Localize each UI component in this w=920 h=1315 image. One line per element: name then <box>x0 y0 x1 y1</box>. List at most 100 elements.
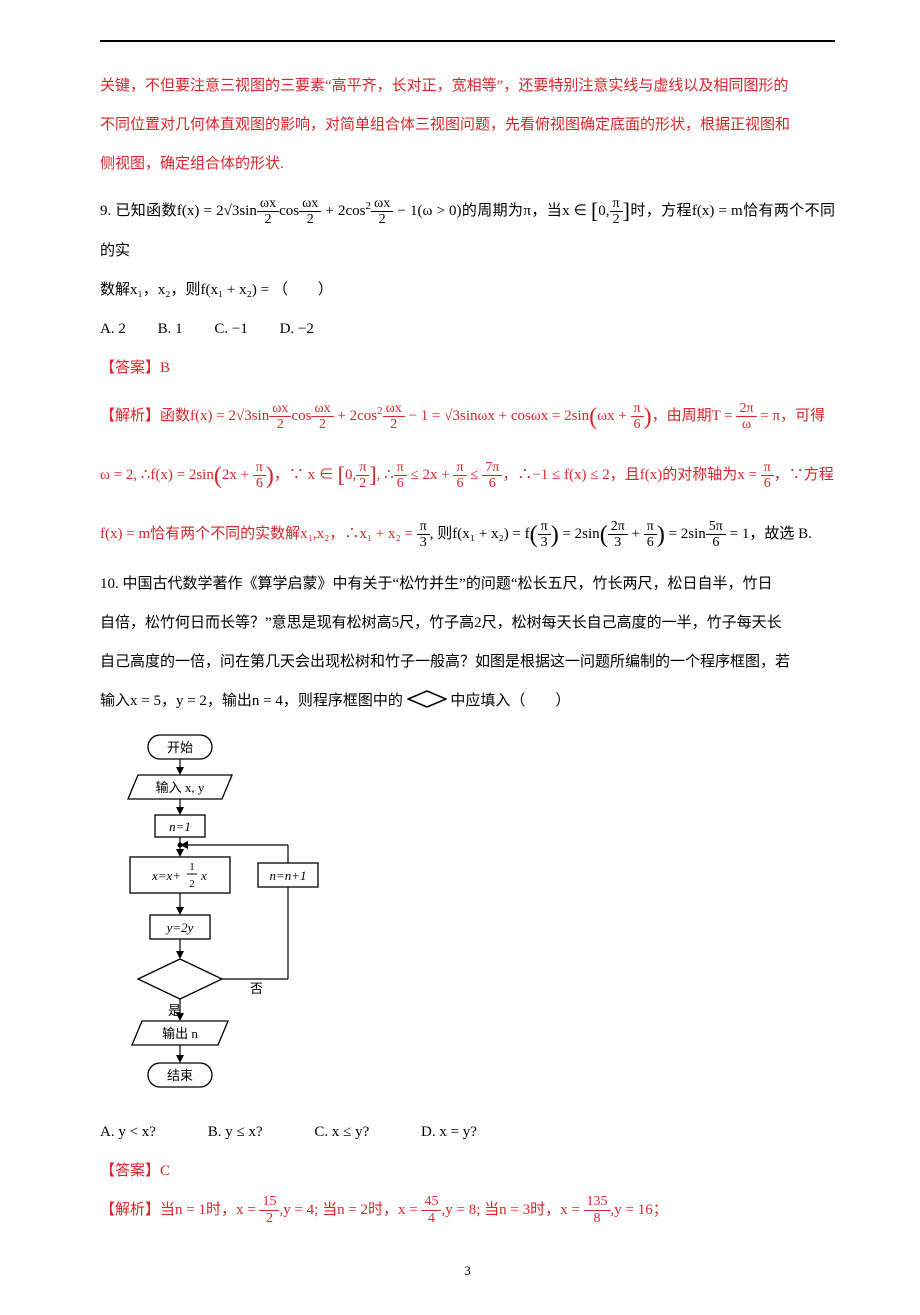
ans-val2: C <box>160 1163 170 1179</box>
flow-xnum: 1 <box>189 861 195 873</box>
q10-opt-b: B. y ≤ x? <box>208 1116 263 1149</box>
flowchart: 开始 输入 x, y n=1 x=x+ 1 2 x n=n+1 y=2y 是 否… <box>110 733 835 1101</box>
s3d: = 2sin <box>665 526 706 542</box>
rp1: ) <box>644 404 652 430</box>
q9-sol-line1: 【解析】函数f(x) = 2√3sinωx2cosωx2 + 2cos2ωx2 … <box>100 391 835 444</box>
lp4: ( <box>600 522 608 548</box>
q10-opt-c: C. x ≤ y? <box>314 1116 369 1149</box>
flow-no: 否 <box>250 981 263 996</box>
fr-2pi3: 2π3 <box>608 519 628 551</box>
q9-opt-c: C. −1 <box>214 313 247 346</box>
sqrt3: √3 <box>224 203 240 219</box>
q9-opt-a: A. 2 <box>100 313 126 346</box>
q9-sol-line2: ω = 2, ∴f(x) = 2sin(2x + π6)，∵ x ∈ [0,π2… <box>100 450 835 503</box>
sqrt3c: √3 <box>444 408 460 424</box>
q9-mid: − 1(ω > 0)的周期为π，当x ∈ <box>393 203 591 219</box>
solb: − 1 = <box>405 408 444 424</box>
solc: sinωx + cosωx = 2sin <box>460 408 589 424</box>
intro-line1: 关键，不但要注意三视图的三要素“高平齐，长对正，宽相等”，还要特别注意实线与虚线… <box>100 70 835 103</box>
frac-wx2-2: ωx2 <box>299 196 321 228</box>
q10sb: ,y = 4; 当n = 2时，x = <box>279 1202 421 1218</box>
rp2: ) <box>266 463 274 489</box>
q10-line4: 输入x = 5，y = 2，输出n = 4，则程序框图中的 中应填入（ ） <box>100 685 835 718</box>
owp: ωx + <box>597 408 630 424</box>
sqrt3b: √3 <box>236 408 252 424</box>
fr2: ωx2 <box>311 401 333 433</box>
p2c: + 2cos <box>334 408 377 424</box>
fr-7pi6: 7π6 <box>482 460 502 492</box>
s2c: , ∴ <box>377 467 394 483</box>
fr-1358: 1358 <box>584 1194 611 1226</box>
q10l4b: 中应填入（ ） <box>450 693 570 709</box>
q10sa: 当n = 1时，x = <box>160 1202 259 1218</box>
s2a: ω = 2, ∴f(x) = 2sin <box>100 467 214 483</box>
q10-sol: 【解析】当n = 1时，x = 152,y = 4; 当n = 2时，x = 4… <box>100 1194 835 1227</box>
sin: sin <box>239 203 257 219</box>
q9-opt-d: D. −2 <box>280 313 314 346</box>
s2e: ，∵方程 <box>774 467 834 483</box>
sol-label2: 【解析】 <box>100 1202 160 1218</box>
plus: + <box>628 526 644 542</box>
q10sc: ,y = 8; 当n = 3时，x = <box>441 1202 583 1218</box>
flow-start: 开始 <box>167 740 193 755</box>
q9-opt-b: B. 1 <box>158 313 183 346</box>
q10sd: ,y = 16； <box>611 1202 668 1218</box>
cos: cos <box>279 203 299 219</box>
fr-pi3b: π3 <box>538 519 551 551</box>
flow-nn1: n=n+1 <box>269 868 306 883</box>
s3b: , 则f(x₁ + x₂) = f <box>430 526 530 542</box>
q10-line3: 自己高度的一倍，问在第几天会出现松树和竹子一般高？如图是根据这一问题所编制的一个… <box>100 646 835 679</box>
fr-pi6a: π6 <box>631 401 644 433</box>
q10-opt-a: A. y < x? <box>100 1116 156 1149</box>
lb2: [ <box>338 462 345 487</box>
flow-xpre: x=x+ <box>151 868 181 883</box>
ans-label: 【答案】 <box>100 360 160 376</box>
flow-xpost: x <box>200 868 207 883</box>
fr-pi3: π3 <box>417 519 430 551</box>
s3c: = 2sin <box>559 526 600 542</box>
flow-end: 结束 <box>167 1068 193 1083</box>
fr-152: 152 <box>259 1194 279 1226</box>
fr1: ωx2 <box>269 401 291 433</box>
a2x: 2x + <box>222 467 253 483</box>
fr-pi6c: π6 <box>394 460 407 492</box>
le2: ≤ <box>467 467 483 483</box>
fr-5pi6: 5π6 <box>706 519 726 551</box>
q9-options: A. 2 B. 1 C. −1 D. −2 <box>100 313 835 346</box>
fr3: ωx2 <box>383 401 405 433</box>
flow-yes: 是 <box>168 1003 181 1018</box>
diamond-icon <box>407 690 447 708</box>
fr-pi6f: π6 <box>644 519 657 551</box>
le1: ≤ 2x + <box>407 467 454 483</box>
q10-line2: 自倍，松竹何日而长等？”意思是现有松树高5尺，竹子高2尺，松树每天长自己高度的一… <box>100 607 835 640</box>
intro-line3: 侧视图，确定组合体的形状. <box>100 148 835 181</box>
top-rule <box>100 40 835 42</box>
rb2: ] <box>369 462 376 487</box>
s3e: = 1，故选 B. <box>726 526 812 542</box>
sold: ，由周期T = <box>652 408 737 424</box>
page-number: 3 <box>100 1257 835 1286</box>
q10-opt-d: D. x = y? <box>421 1116 477 1149</box>
sol-a: 函数f(x) = 2 <box>160 408 236 424</box>
fr-pi2b: π2 <box>356 460 369 492</box>
s2d: ，∴−1 ≤ f(x) ≤ 2，且f(x)的对称轴为x = <box>502 467 760 483</box>
plus2cos2: + 2cos <box>321 203 365 219</box>
lp2: ( <box>214 463 222 489</box>
q9-line1: 9. 已知函数f(x) = 2√3sinωx2cosωx2 + 2cos2ωx2… <box>100 187 835 268</box>
s3a: f(x) = m恰有两个不同的实数解x₁,x₂，∴x₁ + x₂ = <box>100 526 417 542</box>
q10-options: A. y < x? B. y ≤ x? C. x ≤ y? D. x = y? <box>100 1116 835 1149</box>
fr-pi6d: π6 <box>453 460 466 492</box>
ans-val: B <box>160 360 170 376</box>
flow-output: 输出 n <box>162 1026 198 1041</box>
frac-wx2-1: ωx2 <box>257 196 279 228</box>
rbracket: ] <box>623 198 630 223</box>
q10-answer: 【答案】C <box>100 1155 835 1188</box>
ans-label2: 【答案】 <box>100 1163 160 1179</box>
sinb: sin <box>252 408 270 424</box>
fr-pi6e: π6 <box>761 460 774 492</box>
flow-y2y: y=2y <box>165 920 194 935</box>
q9-answer: 【答案】B <box>100 352 835 385</box>
q9-sol-line3: f(x) = m恰有两个不同的实数解x₁,x₂，∴x₁ + x₂ = π3, 则… <box>100 509 835 562</box>
flow-input: 输入 x, y <box>156 780 205 795</box>
sole: = π，可得 <box>757 408 826 424</box>
